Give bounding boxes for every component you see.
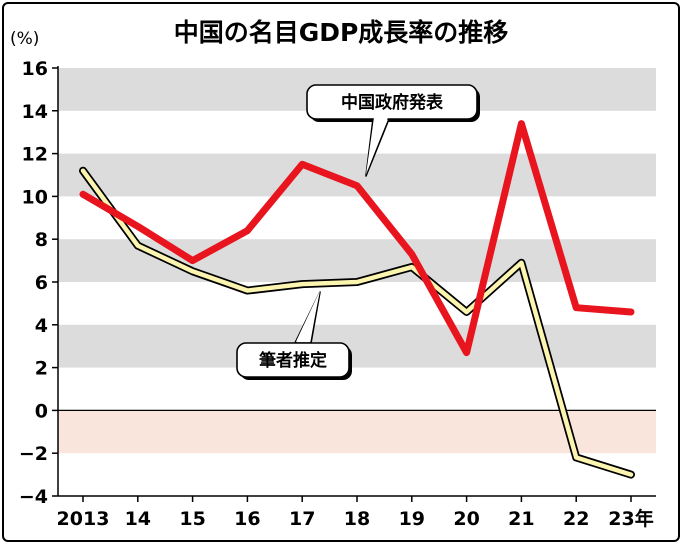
x-tick-label: 23年	[608, 507, 653, 530]
y-tick-label: 8	[35, 229, 48, 251]
x-tick-label: 14	[125, 508, 151, 530]
x-tick-label: 16	[234, 508, 260, 530]
y-tick-label: 14	[22, 101, 48, 123]
y-tick-label: 10	[22, 186, 48, 208]
gray-band	[58, 324, 656, 368]
estimate-series-callout-label: 筆者推定	[259, 350, 327, 371]
official-series-callout: 中国政府発表	[306, 84, 480, 177]
series-lines	[79, 120, 635, 479]
y-tick-label: −4	[19, 486, 48, 508]
estimate-series-line	[80, 168, 634, 477]
official-series-line	[79, 120, 635, 357]
x-tick-label: 2013	[57, 508, 110, 530]
x-tick-label: 19	[399, 508, 425, 530]
x-tick-label: 17	[289, 508, 315, 530]
x-tick-label: 18	[344, 508, 370, 530]
y-tick-label: 16	[22, 58, 48, 80]
x-tick-label: 15	[179, 508, 205, 530]
y-tick-label: 12	[22, 144, 48, 166]
background-bands	[58, 68, 656, 454]
y-tick-label: 6	[35, 272, 48, 294]
estimate-series-callout: 筆者推定	[236, 290, 352, 380]
y-tick-label: 4	[35, 315, 48, 337]
y-tick-label: 0	[35, 400, 48, 422]
chart-title: 中国の名目GDP成長率の推移	[174, 18, 509, 47]
x-tick-label: 20	[453, 508, 479, 530]
x-tick-label: 22	[563, 508, 589, 530]
negative-band	[58, 410, 656, 454]
y-tick-label: 2	[35, 358, 48, 380]
y-tick-label: −2	[19, 443, 48, 465]
official-series-callout-label: 中国政府発表	[341, 92, 444, 113]
y-axis-unit-label: (%)	[10, 29, 39, 49]
x-tick-label: 21	[508, 508, 534, 530]
